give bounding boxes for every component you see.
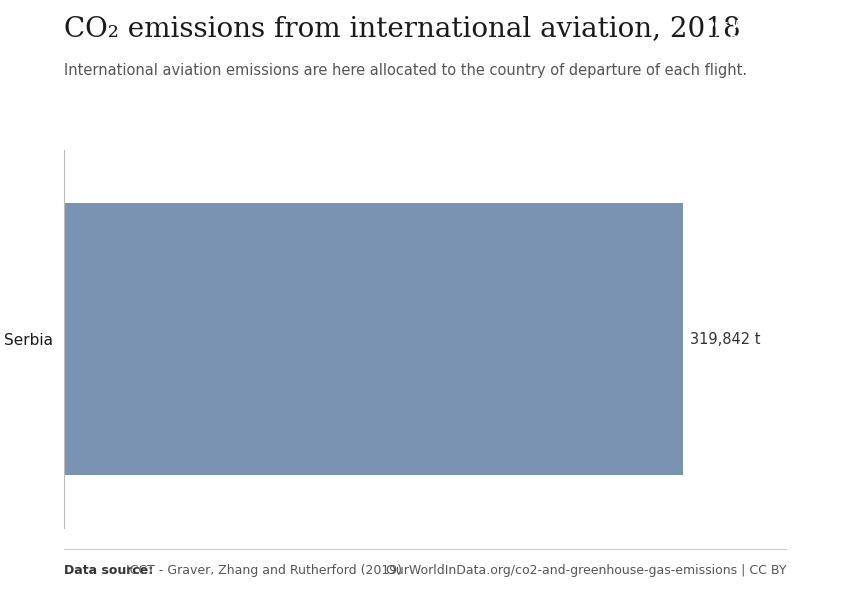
Bar [64,203,683,475]
Text: CO₂ emissions from international aviation, 2018: CO₂ emissions from international aviatio… [64,15,740,42]
Text: Our World: Our World [706,20,768,29]
Text: ICCT - Graver, Zhang and Rutherford (2019): ICCT - Graver, Zhang and Rutherford (201… [122,564,401,577]
Text: 319,842 t: 319,842 t [690,331,760,346]
Text: OurWorldInData.org/co2-and-greenhouse-gas-emissions | CC BY: OurWorldInData.org/co2-and-greenhouse-ga… [386,564,786,577]
Text: Data source:: Data source: [64,564,153,577]
Text: International aviation emissions are here allocated to the country of departure : International aviation emissions are her… [64,63,747,78]
Text: in Data: in Data [715,35,759,46]
